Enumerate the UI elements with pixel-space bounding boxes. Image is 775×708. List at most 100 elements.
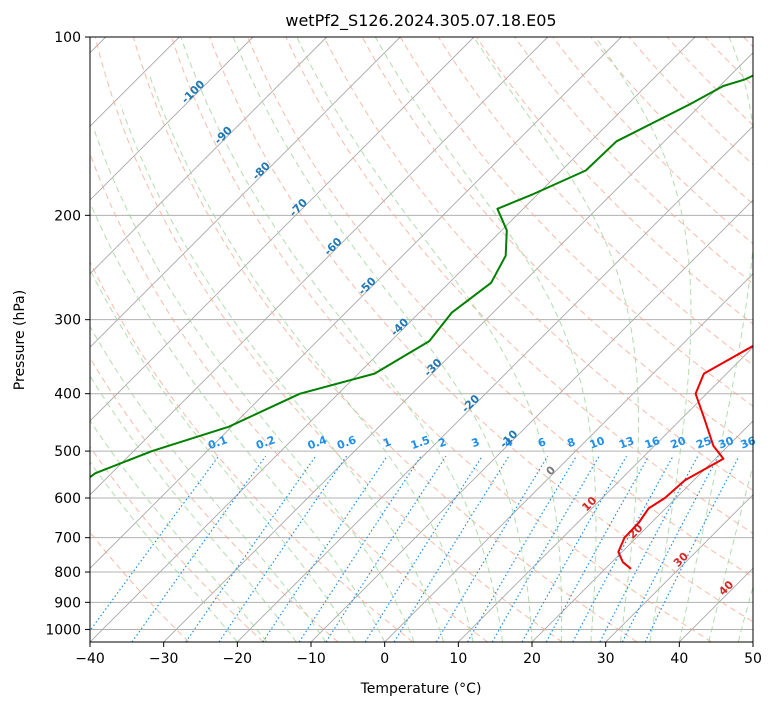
mixing-ratio-line xyxy=(393,455,510,642)
pressure-gridlines xyxy=(90,36,753,630)
dry-adiabat xyxy=(132,37,638,642)
mixing-ratio-label: 0.6 xyxy=(335,433,358,452)
mixing-ratio-line xyxy=(572,455,674,642)
isotherm-line xyxy=(90,37,696,642)
dry-adiabat xyxy=(90,531,190,642)
mixing-ratio-line xyxy=(218,455,347,642)
x-tick-label: −10 xyxy=(296,651,326,667)
dry-adiabat-label: 40 xyxy=(716,578,736,598)
dry-adiabat-label: 10 xyxy=(579,494,599,514)
mixing-ratio-label: 25 xyxy=(695,434,714,451)
mixing-ratio-line xyxy=(521,455,628,642)
mixing-ratio-label: 0.4 xyxy=(306,433,329,452)
chart-title: wetPf2_S126.2024.305.07.18.E05 xyxy=(285,11,556,31)
moist-adiabat xyxy=(90,325,327,642)
isotherm-line xyxy=(90,37,475,422)
y-tick-label: 900 xyxy=(54,595,81,611)
isotherm-line xyxy=(678,567,753,642)
dry-adiabat xyxy=(628,37,753,166)
moist-adiabat xyxy=(678,37,753,642)
y-tick-label: 800 xyxy=(54,565,81,581)
sounding-profiles xyxy=(90,74,753,570)
mixing-ratio-label: 0.2 xyxy=(254,433,277,452)
isotherm-line xyxy=(90,37,622,569)
isotherm-line xyxy=(310,199,753,642)
mixing-ratio-line xyxy=(364,455,483,642)
y-tick-label: 300 xyxy=(54,313,81,329)
moist-adiabat xyxy=(180,37,503,642)
dry-adiabat xyxy=(437,37,753,366)
mixing-ratio-line xyxy=(262,455,388,642)
y-axis-ticks: 100 200 300 400 500 600 700 800 900 1000 xyxy=(45,30,90,638)
mixing-ratio-line xyxy=(298,455,422,642)
isotherm-line xyxy=(236,125,753,642)
moist-adiabat xyxy=(473,37,639,642)
dry-adiabat xyxy=(552,37,753,245)
y-tick-label: 200 xyxy=(54,208,81,224)
dry-adiabat xyxy=(94,37,563,642)
isotherm-label: -60 xyxy=(321,235,344,258)
mixing-ratio-label: 10 xyxy=(588,434,607,452)
mixing-ratio-line xyxy=(90,455,220,632)
mixing-ratio-label: 6 xyxy=(536,435,548,450)
isotherm-line xyxy=(384,273,753,642)
isotherm-label: -30 xyxy=(421,356,444,379)
mixing-ratio-line xyxy=(435,455,549,642)
moist-adiabat xyxy=(148,74,474,642)
x-tick-label: 0 xyxy=(380,651,389,667)
moist-adiabat xyxy=(90,201,386,642)
isotherm-line xyxy=(90,37,549,496)
moist-adiabat xyxy=(595,37,692,642)
x-tick-label: −40 xyxy=(75,651,105,667)
isotherm-line xyxy=(90,37,328,275)
mixing-ratio-label: 16 xyxy=(643,434,662,452)
mixing-ratio-label: 3 xyxy=(470,435,482,450)
mixing-ratio-label: 20 xyxy=(669,434,688,452)
dry-adiabat xyxy=(247,37,753,578)
mixing-ratio-line xyxy=(131,455,267,642)
mixing-ratio-label: 1 xyxy=(381,435,393,450)
mixing-ratio-label: 0.1 xyxy=(206,433,229,452)
x-tick-label: 50 xyxy=(744,651,762,667)
dry-adiabat xyxy=(90,356,339,642)
isotherm-label: -10 xyxy=(497,427,520,450)
moist-adiabat xyxy=(708,463,753,642)
x-tick-label: −20 xyxy=(223,651,253,667)
dry-adiabat-label: 20 xyxy=(626,521,646,541)
background-lines xyxy=(90,37,753,642)
temperature-profile xyxy=(617,344,753,570)
mixing-ratio-line xyxy=(325,455,447,642)
x-axis-label: Temperature (°C) xyxy=(360,681,482,697)
dry-adiabat xyxy=(209,37,753,623)
mixing-ratio-label: 13 xyxy=(617,434,636,451)
moist-adiabat xyxy=(90,375,297,642)
y-tick-label: 1000 xyxy=(45,622,81,638)
dry-adiabat-label: 30 xyxy=(671,549,691,569)
y-axis-label: Pressure (hPa) xyxy=(12,290,28,390)
isotherm-line xyxy=(531,420,753,642)
y-tick-label: 500 xyxy=(54,444,81,460)
mixing-ratio-line xyxy=(599,455,699,642)
moist-adiabat xyxy=(120,104,445,642)
dry-adiabat xyxy=(399,37,753,407)
isotherm-label: -80 xyxy=(250,159,273,182)
moist-adiabat xyxy=(374,37,597,642)
moist-adiabat xyxy=(296,37,563,642)
moist-adiabat xyxy=(90,419,268,642)
x-tick-label: 30 xyxy=(597,651,615,667)
isotherm-label: -50 xyxy=(356,274,379,297)
moist-adiabat xyxy=(232,37,533,642)
mixing-ratio-label: 2 xyxy=(437,435,449,450)
dry-adiabat xyxy=(743,37,753,48)
x-tick-label: −30 xyxy=(149,651,179,667)
moist-adiabat xyxy=(93,127,415,642)
y-tick-label: 100 xyxy=(54,30,81,46)
moist-adiabat xyxy=(90,268,356,642)
isotherm-label: -100 xyxy=(179,77,208,106)
mixing-ratio-line xyxy=(545,455,650,642)
dry-adiabat xyxy=(361,37,753,449)
x-tick-label: 40 xyxy=(670,651,688,667)
isotherm-line xyxy=(90,37,401,348)
isotherm-line xyxy=(163,52,753,642)
